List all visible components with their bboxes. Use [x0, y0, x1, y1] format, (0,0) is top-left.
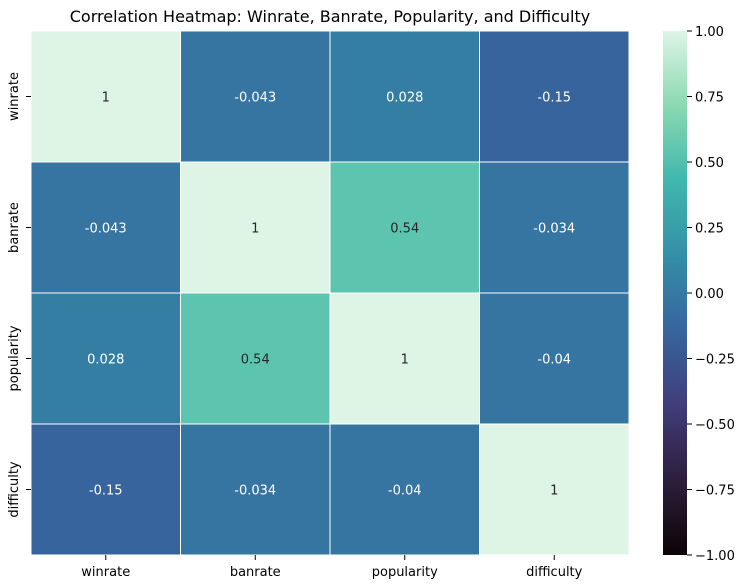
colorbar-tick-label: 0.75: [695, 91, 724, 106]
cell-annotation: 1: [102, 91, 110, 106]
y-axis: winrate banrate popularity difficulty: [7, 72, 31, 518]
colorbar-tick-label: −0.75: [695, 484, 735, 499]
x-tick-label: banrate: [230, 565, 281, 580]
x-axis: winrate banrate popularity difficulty: [81, 555, 583, 580]
cell-annotation: 0.028: [386, 91, 423, 106]
heatmap-cell: [329, 423, 480, 556]
cell-annotation: -0.15: [89, 484, 123, 499]
y-tick-label: winrate: [7, 72, 22, 121]
cell-annotation: 0.54: [241, 353, 270, 368]
colorbar-tick-label: 1.00: [695, 25, 724, 40]
heatmap-cell: [479, 30, 630, 163]
colorbar-tick-label: −0.25: [695, 353, 735, 368]
x-tick-label: winrate: [81, 565, 130, 580]
heatmap-cell: [180, 161, 331, 294]
heatmap-cell: [30, 161, 181, 294]
cell-annotation: 0.028: [87, 353, 124, 368]
heatmap-cell: [479, 423, 630, 556]
colorbar-tick-label: −1.00: [695, 549, 735, 564]
heatmap-cell: [30, 423, 181, 556]
cell-annotation: 1: [550, 484, 558, 499]
heatmap-cell: [329, 30, 480, 163]
y-tick-label: difficulty: [7, 461, 22, 518]
y-tick-label: popularity: [7, 325, 22, 391]
heatmap-cell: [180, 292, 331, 425]
cell-annotation: -0.043: [85, 222, 127, 237]
colorbar-gradient: [663, 31, 687, 555]
colorbar-tick-label: 0.25: [695, 222, 724, 237]
heatmap-cells: 1 -0.043 0.028 -0.15 -0.043 1 0.54 -0.034 0.028 0…: [30, 30, 630, 556]
cell-annotation: -0.04: [537, 353, 571, 368]
x-tick-label: difficulty: [526, 565, 583, 580]
x-tick-label: popularity: [372, 565, 438, 580]
colorbar-tick-label: −0.50: [695, 418, 735, 433]
cell-annotation: 1: [401, 353, 409, 368]
heatmap-cell: [30, 30, 181, 163]
heatmap-cell: [479, 292, 630, 425]
colorbar-tick-label: 0.00: [695, 287, 724, 302]
colorbar: −1.00 −0.75 −0.50 −0.25 0.00 0.25 0.50 0.75 1.00: [663, 25, 735, 564]
heatmap-cell: [180, 30, 331, 163]
heatmap-cell: [180, 423, 331, 556]
cell-annotation: -0.043: [234, 91, 276, 106]
chart-title: Correlation Heatmap: Winrate, Banrate, P…: [70, 7, 591, 26]
y-tick-label: banrate: [7, 202, 22, 253]
cell-annotation: 0.54: [390, 222, 419, 237]
cell-annotation: -0.034: [533, 222, 575, 237]
colorbar-tick-label: 0.50: [695, 156, 724, 171]
cell-annotation: -0.04: [388, 484, 422, 499]
cell-annotation: -0.034: [234, 484, 276, 499]
heatmap-cell: [479, 161, 630, 294]
cell-annotation: 1: [251, 222, 259, 237]
cell-annotation: -0.15: [537, 91, 571, 106]
